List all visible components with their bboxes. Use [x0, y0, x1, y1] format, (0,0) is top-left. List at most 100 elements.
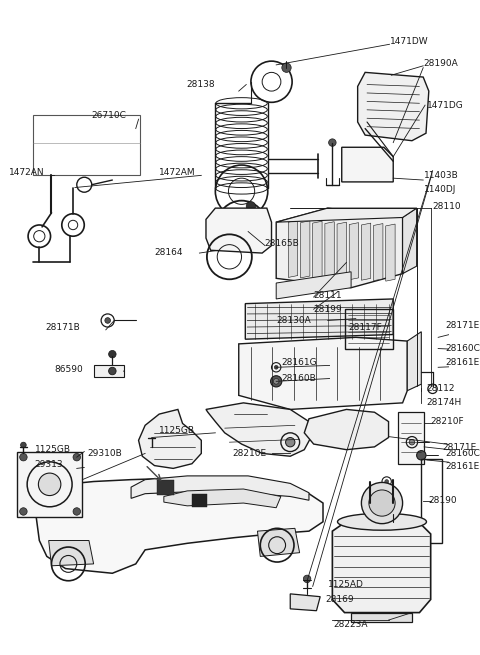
Polygon shape — [245, 299, 393, 339]
Polygon shape — [337, 222, 347, 279]
Polygon shape — [276, 272, 351, 299]
Polygon shape — [288, 220, 298, 278]
Text: 28110: 28110 — [432, 202, 461, 211]
Polygon shape — [358, 72, 429, 141]
Circle shape — [38, 473, 61, 496]
Circle shape — [329, 139, 336, 146]
Text: 28160C: 28160C — [445, 344, 480, 353]
Text: 26710C: 26710C — [92, 111, 127, 120]
Circle shape — [274, 379, 279, 384]
Text: 28171E: 28171E — [445, 321, 480, 329]
Circle shape — [73, 508, 81, 515]
Polygon shape — [290, 594, 320, 610]
Text: 1471DG: 1471DG — [427, 101, 464, 109]
Circle shape — [20, 508, 27, 515]
Polygon shape — [17, 451, 83, 517]
Text: 28161G: 28161G — [281, 358, 316, 367]
Polygon shape — [325, 221, 334, 279]
Circle shape — [246, 202, 255, 211]
Polygon shape — [304, 409, 388, 450]
Text: 1471DW: 1471DW — [389, 37, 428, 46]
Polygon shape — [342, 147, 393, 182]
Circle shape — [383, 489, 394, 500]
Polygon shape — [239, 337, 407, 409]
Bar — [398, 412, 424, 464]
Text: 28169: 28169 — [326, 595, 354, 604]
Text: 1472AM: 1472AM — [159, 168, 196, 177]
Text: 28190A: 28190A — [423, 58, 458, 67]
Text: 1125GB: 1125GB — [159, 426, 195, 436]
Ellipse shape — [337, 514, 426, 530]
Text: 28164: 28164 — [155, 248, 183, 257]
Polygon shape — [139, 409, 201, 468]
Circle shape — [390, 521, 396, 527]
Circle shape — [105, 318, 110, 324]
Text: 28112: 28112 — [426, 384, 455, 393]
Polygon shape — [164, 489, 281, 508]
Polygon shape — [373, 223, 383, 281]
Text: 28160B: 28160B — [281, 374, 316, 383]
Polygon shape — [276, 208, 417, 222]
Circle shape — [369, 490, 395, 516]
Text: 28174H: 28174H — [426, 398, 461, 407]
Text: 28111: 28111 — [313, 291, 342, 300]
Bar — [421, 459, 442, 543]
Polygon shape — [403, 208, 417, 274]
Polygon shape — [36, 477, 323, 573]
Polygon shape — [351, 612, 412, 622]
Circle shape — [20, 453, 27, 461]
Text: 11403B: 11403B — [424, 171, 459, 180]
Text: 28171B: 28171B — [45, 322, 80, 331]
Circle shape — [21, 442, 26, 448]
Text: 28199: 28199 — [313, 305, 342, 314]
Polygon shape — [257, 529, 300, 556]
Bar — [33, 115, 141, 176]
Circle shape — [386, 492, 391, 497]
Text: 28223A: 28223A — [333, 620, 368, 629]
Text: 1125GB: 1125GB — [35, 445, 71, 454]
Circle shape — [409, 440, 415, 445]
Circle shape — [73, 453, 81, 461]
Text: 86590: 86590 — [54, 365, 83, 373]
Text: 1472AN: 1472AN — [10, 168, 45, 177]
Circle shape — [149, 433, 155, 438]
Polygon shape — [276, 208, 403, 288]
Text: 28171E: 28171E — [442, 443, 476, 453]
Polygon shape — [131, 476, 309, 500]
Text: 1140DJ: 1140DJ — [424, 185, 456, 194]
Text: 29310B: 29310B — [87, 449, 122, 458]
Polygon shape — [332, 523, 431, 612]
Circle shape — [286, 438, 295, 447]
Circle shape — [108, 350, 116, 358]
Polygon shape — [386, 224, 395, 281]
Polygon shape — [48, 540, 94, 566]
Circle shape — [385, 479, 388, 483]
Bar — [94, 365, 123, 377]
Bar — [192, 494, 207, 507]
Text: 29313: 29313 — [35, 460, 63, 469]
Text: 1125AD: 1125AD — [328, 580, 363, 589]
Bar — [157, 479, 174, 495]
Circle shape — [303, 575, 311, 583]
Circle shape — [417, 451, 426, 460]
Text: 28190: 28190 — [429, 496, 457, 505]
Text: 28161E: 28161E — [445, 358, 480, 367]
Text: 28160C: 28160C — [445, 449, 480, 458]
Polygon shape — [206, 403, 311, 457]
Circle shape — [275, 365, 278, 369]
Polygon shape — [206, 208, 272, 253]
Polygon shape — [361, 223, 371, 280]
Polygon shape — [300, 221, 310, 278]
Polygon shape — [312, 221, 322, 278]
Circle shape — [361, 483, 403, 523]
Text: 28161E: 28161E — [445, 462, 480, 471]
Circle shape — [271, 376, 282, 387]
Text: 28210F: 28210F — [431, 417, 464, 426]
Text: 28210E: 28210E — [232, 449, 266, 458]
Text: 28165B: 28165B — [264, 239, 299, 248]
Circle shape — [282, 63, 291, 72]
Text: 28130A: 28130A — [276, 316, 311, 325]
Text: 28117F: 28117F — [348, 322, 382, 331]
Polygon shape — [407, 331, 421, 390]
Circle shape — [108, 367, 116, 375]
